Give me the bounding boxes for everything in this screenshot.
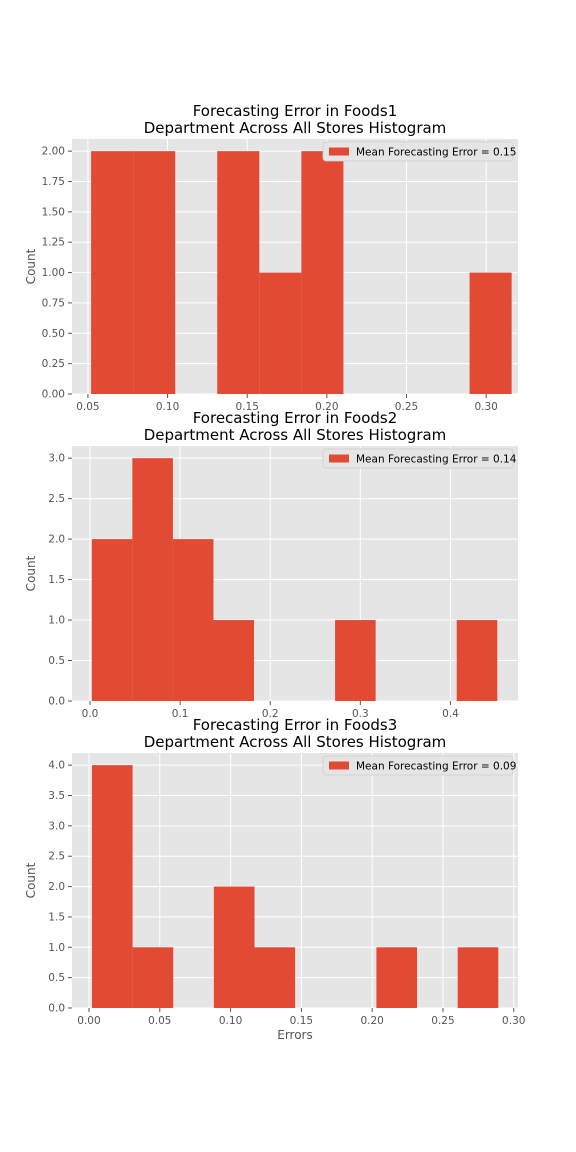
x-axis-label: Errors bbox=[277, 1028, 313, 1042]
histogram-bar bbox=[132, 947, 174, 1008]
x-tick-label: 0.0 bbox=[82, 708, 99, 720]
y-tick-label: 1.5 bbox=[48, 574, 65, 586]
chart-title: Forecasting Error in Foods2 Department Ac… bbox=[144, 409, 447, 444]
y-tick-label: 3.5 bbox=[48, 790, 65, 802]
chart-title-line: Department Across All Stores Histogram bbox=[144, 426, 447, 444]
x-tick-label: 0.4 bbox=[442, 708, 459, 720]
histogram-bar bbox=[457, 947, 499, 1008]
legend-label: Mean Forecasting Error = 0.15 bbox=[356, 147, 516, 159]
legend-swatch bbox=[329, 454, 349, 463]
y-tick-label: 0.0 bbox=[48, 696, 65, 708]
y-tick-label: 1.5 bbox=[48, 911, 65, 923]
x-tick-label: 0.20 bbox=[315, 401, 338, 413]
y-tick-label: 2.0 bbox=[48, 534, 65, 546]
y-tick-label: 0.0 bbox=[48, 1003, 65, 1015]
x-tick-label: 0.15 bbox=[290, 1015, 313, 1027]
x-tick-label: 0.00 bbox=[77, 1015, 100, 1027]
bars bbox=[91, 765, 499, 1008]
y-tick-label: 1.75 bbox=[42, 176, 65, 188]
y-tick-label: 2.0 bbox=[48, 881, 65, 893]
x-tick-label: 0.20 bbox=[360, 1015, 383, 1027]
histogram-bar bbox=[91, 539, 133, 701]
chart-title: Forecasting Error in Foods3 Department Ac… bbox=[144, 716, 447, 751]
legend: Mean Forecasting Error = 0.14 bbox=[322, 448, 517, 469]
chart-title-line: Forecasting Error in Foods2 bbox=[193, 409, 398, 427]
y-tick-labels: 0.0 0.5 1.0 1.5 2.0 2.5 3.0 3.5 4.0 bbox=[48, 760, 72, 1015]
chart-title-line: Department Across All Stores Histogram bbox=[144, 119, 447, 137]
x-tick-label: 0.15 bbox=[236, 401, 259, 413]
y-tick-label: 1.25 bbox=[42, 237, 65, 249]
histogram-bar bbox=[335, 620, 376, 701]
y-tick-label: 1.00 bbox=[42, 267, 65, 279]
y-tick-label: 2.00 bbox=[42, 146, 65, 158]
y-tick-label: 0.75 bbox=[42, 297, 65, 309]
histogram-bar bbox=[301, 151, 344, 394]
legend-frame bbox=[322, 448, 514, 469]
legend: Mean Forecasting Error = 0.15 bbox=[322, 141, 516, 162]
x-tick-label: 0.25 bbox=[431, 1015, 454, 1027]
legend-swatch bbox=[329, 761, 349, 770]
histogram-bar bbox=[469, 272, 512, 394]
histogram-bar bbox=[254, 947, 296, 1008]
x-tick-label: 0.10 bbox=[219, 1015, 242, 1027]
histogram-bar bbox=[456, 620, 498, 701]
x-tick-labels: 0.00 0.05 0.10 0.15 0.20 0.25 0.30 bbox=[77, 1008, 525, 1027]
y-tick-label: 1.50 bbox=[42, 206, 65, 218]
x-tick-label: 0.10 bbox=[156, 401, 179, 413]
y-tick-label: 0.50 bbox=[42, 328, 65, 340]
histogram-bar bbox=[213, 886, 255, 1008]
x-tick-label: 0.05 bbox=[76, 401, 99, 413]
y-tick-label: 0.5 bbox=[48, 972, 65, 984]
legend-swatch bbox=[329, 147, 349, 156]
legend-label: Mean Forecasting Error = 0.09 bbox=[356, 761, 516, 773]
y-tick-label: 0.00 bbox=[42, 389, 65, 401]
y-tick-label: 1.0 bbox=[48, 942, 65, 954]
histogram-bar bbox=[133, 151, 176, 394]
legend-frame bbox=[322, 141, 514, 162]
x-tick-label: 0.05 bbox=[148, 1015, 171, 1027]
subplot-1: 0.05 0.10 0.15 0.20 0.25 0.30 0.00 0.25 0.50 0.75… bbox=[24, 102, 518, 413]
y-axis-label: Count bbox=[24, 555, 38, 591]
y-tick-label: 4.0 bbox=[48, 760, 65, 772]
histogram-bar bbox=[376, 947, 418, 1008]
x-tick-label: 0.25 bbox=[395, 401, 418, 413]
histogram-bar bbox=[213, 620, 255, 701]
legend-label: Mean Forecasting Error = 0.14 bbox=[356, 454, 517, 466]
bars bbox=[91, 458, 498, 701]
histogram-bar bbox=[132, 458, 173, 701]
y-tick-labels: 0.00 0.25 0.50 0.75 1.00 1.25 1.50 1.75 2.00 bbox=[42, 146, 72, 401]
y-tick-label: 3.0 bbox=[48, 820, 65, 832]
x-tick-label: 0.30 bbox=[502, 1015, 525, 1027]
y-tick-label: 0.5 bbox=[48, 655, 65, 667]
y-tick-label: 3.0 bbox=[48, 453, 65, 465]
x-tick-labels: 0.0 0.1 0.2 0.3 0.4 bbox=[82, 701, 459, 720]
legend-frame bbox=[322, 755, 514, 776]
x-tick-label: 0.3 bbox=[352, 708, 369, 720]
y-tick-label: 2.5 bbox=[48, 493, 65, 505]
y-tick-labels: 0.0 0.5 1.0 1.5 2.0 2.5 3.0 bbox=[48, 453, 72, 708]
chart-title-line: Forecasting Error in Foods3 bbox=[193, 716, 398, 734]
y-axis-label: Count bbox=[24, 862, 38, 898]
histogram-bar bbox=[217, 151, 260, 394]
y-tick-label: 2.5 bbox=[48, 851, 65, 863]
subplot-3: 0.00 0.05 0.10 0.15 0.20 0.25 0.30 0.0 0.5 1.0 1.5… bbox=[24, 716, 525, 1042]
y-axis-label: Count bbox=[24, 248, 38, 284]
x-tick-label: 0.1 bbox=[172, 708, 189, 720]
histogram-bar bbox=[259, 272, 302, 394]
legend: Mean Forecasting Error = 0.09 bbox=[322, 755, 516, 776]
x-tick-label: 0.30 bbox=[474, 401, 497, 413]
y-tick-label: 0.25 bbox=[42, 358, 65, 370]
chart-title: Forecasting Error in Foods1 Department Ac… bbox=[144, 102, 447, 137]
chart-title-line: Forecasting Error in Foods1 bbox=[193, 102, 398, 120]
y-tick-label: 1.0 bbox=[48, 615, 65, 627]
x-tick-label: 0.2 bbox=[262, 708, 279, 720]
histogram-bar bbox=[91, 765, 133, 1008]
histogram-bar bbox=[91, 151, 134, 394]
histogram-bar bbox=[172, 539, 214, 701]
subplot-2: 0.0 0.1 0.2 0.3 0.4 0.0 0.5 1.0 1.5 2.0 2.5 3.0 Coun… bbox=[24, 409, 518, 720]
x-tick-labels: 0.05 0.10 0.15 0.20 0.25 0.30 bbox=[76, 394, 498, 413]
chart-title-line: Department Across All Stores Histogram bbox=[144, 733, 447, 751]
bars bbox=[91, 151, 512, 394]
